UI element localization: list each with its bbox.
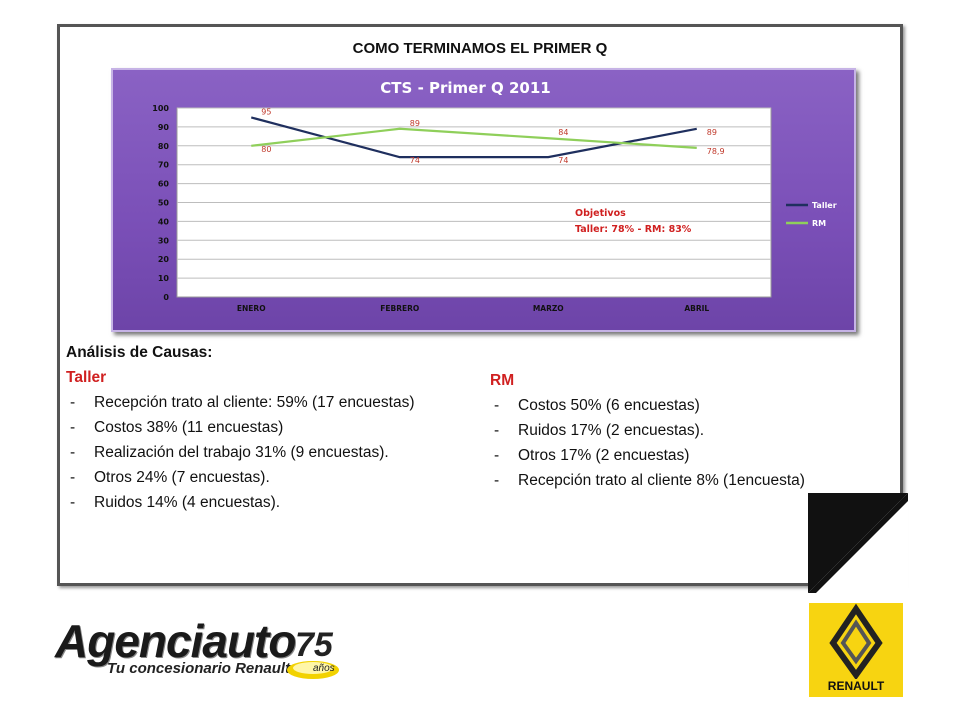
x-tick-label: ABRIL [684, 304, 709, 313]
series-line-rm [251, 127, 697, 149]
y-tick-label: 50 [158, 199, 170, 208]
data-label: 89 [707, 128, 717, 137]
x-tick-label: FEBRERO [380, 304, 419, 313]
y-tick-label: 0 [163, 293, 169, 302]
data-label: 84 [558, 128, 568, 137]
data-label: 74 [558, 156, 568, 165]
logo-name: Agenciauto [55, 615, 296, 667]
taller-title: Taller [66, 369, 107, 386]
y-tick-label: 20 [158, 255, 170, 264]
page-title: COMO TERMINAMOS EL PRIMER Q [352, 40, 608, 57]
data-label: 89 [410, 119, 420, 128]
badge-text: años [313, 663, 335, 674]
anniversary-badge-icon [287, 661, 339, 679]
annotation-objetivos: Objetivos [575, 208, 626, 219]
list-item: Otros 17% (2 encuestas) [490, 443, 805, 468]
taller-cause-list: Recepción trato al cliente: 59% (17 encu… [66, 390, 415, 515]
list-item: Ruidos 17% (2 encuestas). [490, 418, 805, 443]
data-label: 80 [261, 145, 271, 154]
y-tick-label: 60 [158, 180, 170, 189]
y-tick-label: 10 [158, 274, 170, 283]
legend-label: RM [812, 219, 826, 228]
line-chart: CTS - Primer Q 2011 0 10 20 30 40 50 60 70 80 90 10… [152, 79, 837, 313]
chart-panel: CTS - Primer Q 2011 0 10 20 30 40 50 60 70 80 90 10… [111, 68, 856, 332]
logo-tagline: Tu concesionario Renault [107, 660, 291, 677]
causes-rm-section: RM Costos 50% (6 encuestas) Ruidos 17% (… [490, 368, 805, 493]
x-tick-label: ENERO [237, 304, 266, 313]
y-tick-label: 100 [152, 104, 169, 113]
list-item: Realización del trabajo 31% (9 encuestas… [66, 440, 415, 465]
badge-number: 75 [295, 626, 333, 664]
y-tick-label: 90 [158, 123, 170, 132]
list-item: Recepción trato al cliente: 59% (17 encu… [66, 390, 415, 415]
agenciauto-logo: Agenciauto Tu concesionario Renault 75 a… [55, 612, 345, 692]
list-item: Costos 50% (6 encuestas) [490, 393, 805, 418]
x-tick-label: MARZO [533, 304, 564, 313]
list-item: Costos 38% (11 encuestas) [66, 415, 415, 440]
page-curl-corner [808, 493, 908, 593]
rm-title: RM [490, 372, 515, 389]
list-item: Recepción trato al cliente 8% (1encuesta… [490, 468, 805, 493]
renault-diamond-icon [829, 603, 883, 681]
annotation-targets: Taller: 78% - RM: 83% [575, 224, 692, 235]
data-label: 78,9 [707, 147, 725, 156]
y-tick-label: 80 [158, 142, 170, 151]
list-item: Otros 24% (7 encuestas). [66, 465, 415, 490]
renault-logo: RENAULT [809, 603, 903, 697]
y-tick-label: 30 [158, 236, 170, 245]
causes-taller-section: Análisis de Causas: Taller Recepción tra… [66, 340, 415, 515]
y-tick-label: 70 [158, 161, 170, 170]
y-tick-label: 40 [158, 217, 170, 226]
causes-heading: Análisis de Causas: [66, 344, 213, 361]
renault-wordmark: RENAULT [827, 679, 885, 693]
chart-title: CTS - Primer Q 2011 [380, 79, 550, 97]
rm-cause-list: Costos 50% (6 encuestas) Ruidos 17% (2 e… [490, 393, 805, 493]
data-label: 95 [261, 107, 271, 116]
data-label: 74 [410, 156, 420, 165]
legend-label: Taller [812, 201, 837, 210]
list-item: Ruidos 14% (4 encuestas). [66, 490, 415, 515]
